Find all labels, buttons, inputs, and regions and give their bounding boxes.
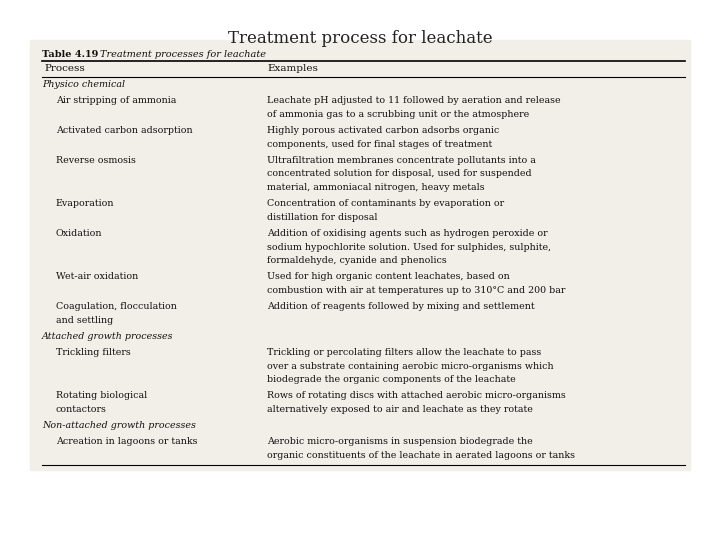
Text: Coagulation, flocculation: Coagulation, flocculation	[56, 302, 177, 311]
Text: Examples: Examples	[267, 64, 318, 73]
Text: Leachate pH adjusted to 11 followed by aeration and release: Leachate pH adjusted to 11 followed by a…	[267, 96, 561, 105]
Text: Non-attached growth processes: Non-attached growth processes	[42, 421, 196, 430]
Text: Wet-air oxidation: Wet-air oxidation	[56, 272, 138, 281]
Text: components, used for final stages of treatment: components, used for final stages of tre…	[267, 139, 492, 148]
Text: Highly porous activated carbon adsorbs organic: Highly porous activated carbon adsorbs o…	[267, 126, 499, 135]
Text: biodegrade the organic components of the leachate: biodegrade the organic components of the…	[267, 375, 516, 384]
Text: formaldehyde, cyanide and phenolics: formaldehyde, cyanide and phenolics	[267, 256, 446, 265]
Text: Ultrafiltration membranes concentrate pollutants into a: Ultrafiltration membranes concentrate po…	[267, 156, 536, 165]
Text: Air stripping of ammonia: Air stripping of ammonia	[56, 96, 176, 105]
Text: Evaporation: Evaporation	[56, 199, 114, 208]
Text: Concentration of contaminants by evaporation or: Concentration of contaminants by evapora…	[267, 199, 504, 208]
Text: Oxidation: Oxidation	[56, 229, 102, 238]
Text: Addition of reagents followed by mixing and settlement: Addition of reagents followed by mixing …	[267, 302, 535, 311]
Text: over a substrate containing aerobic micro-organisms which: over a substrate containing aerobic micr…	[267, 362, 554, 370]
Text: Addition of oxidising agents such as hydrogen peroxide or: Addition of oxidising agents such as hyd…	[267, 229, 548, 238]
Text: combustion with air at temperatures up to 310°C and 200 bar: combustion with air at temperatures up t…	[267, 286, 565, 295]
Text: Aerobic micro-organisms in suspension biodegrade the: Aerobic micro-organisms in suspension bi…	[267, 437, 533, 446]
Text: organic constituents of the leachate in aerated lagoons or tanks: organic constituents of the leachate in …	[267, 451, 575, 460]
Text: concentrated solution for disposal, used for suspended: concentrated solution for disposal, used…	[267, 170, 531, 178]
Text: contactors: contactors	[56, 405, 107, 414]
Text: Physico chemical: Physico chemical	[42, 80, 125, 89]
Text: Trickling filters: Trickling filters	[56, 348, 131, 357]
Text: Acreation in lagoons or tanks: Acreation in lagoons or tanks	[56, 437, 197, 446]
Text: material, ammoniacal nitrogen, heavy metals: material, ammoniacal nitrogen, heavy met…	[267, 183, 485, 192]
Text: and settling: and settling	[56, 316, 113, 325]
Text: Activated carbon adsorption: Activated carbon adsorption	[56, 126, 193, 135]
Text: Treatment process for leachate: Treatment process for leachate	[228, 30, 492, 47]
Text: distillation for disposal: distillation for disposal	[267, 213, 377, 222]
Text: Process: Process	[44, 64, 85, 73]
Text: Rows of rotating discs with attached aerobic micro-organisms: Rows of rotating discs with attached aer…	[267, 392, 566, 401]
Text: Trickling or percolating filters allow the leachate to pass: Trickling or percolating filters allow t…	[267, 348, 541, 357]
Text: Attached growth processes: Attached growth processes	[42, 332, 174, 341]
Text: Table 4.19: Table 4.19	[42, 50, 99, 59]
Text: sodium hypochlorite solution. Used for sulphides, sulphite,: sodium hypochlorite solution. Used for s…	[267, 242, 551, 252]
Text: Rotating biological: Rotating biological	[56, 392, 148, 401]
Text: of ammonia gas to a scrubbing unit or the atmosphere: of ammonia gas to a scrubbing unit or th…	[267, 110, 529, 119]
Text: Treatment processes for leachate: Treatment processes for leachate	[100, 50, 266, 59]
Bar	[30, 40, 690, 470]
Text: Used for high organic content leachates, based on: Used for high organic content leachates,…	[267, 272, 510, 281]
Text: alternatively exposed to air and leachate as they rotate: alternatively exposed to air and leachat…	[267, 405, 533, 414]
Text: Reverse osmosis: Reverse osmosis	[56, 156, 136, 165]
